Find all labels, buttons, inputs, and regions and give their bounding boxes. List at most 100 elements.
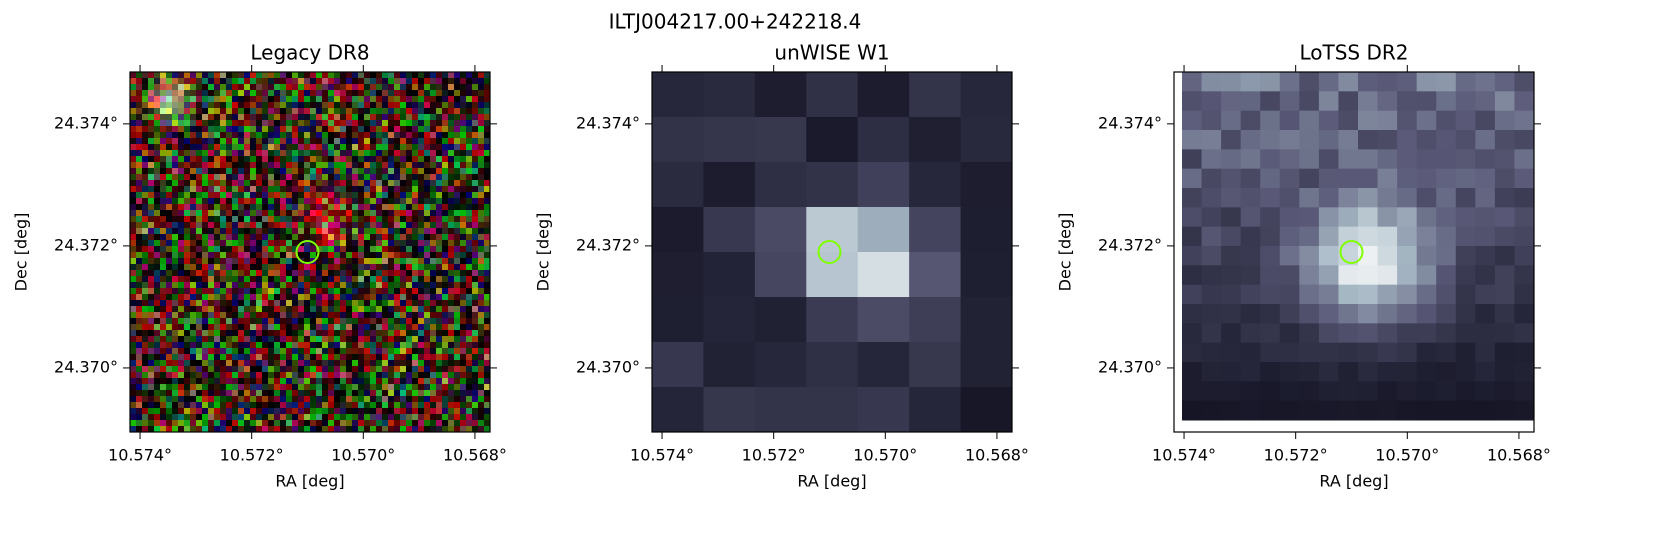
pixel [142,342,149,349]
pixel [1318,342,1339,363]
pixel [430,318,437,325]
pixel [322,90,329,97]
pixel [1279,72,1300,92]
pixel [232,234,239,241]
pixel [154,306,161,313]
pixel [226,126,233,133]
pixel [178,222,185,229]
pixel [244,222,251,229]
pixel [460,300,467,307]
pixel [412,258,419,265]
pixel [310,342,317,349]
pixel [262,240,269,247]
pixel [424,348,431,355]
pixel [1299,304,1320,324]
pixel [280,150,287,157]
pixel [412,282,419,289]
pixel [418,318,425,325]
pixel [454,72,461,79]
pixel [268,270,275,277]
pixel [142,156,149,163]
pixel [478,390,485,397]
pixel [136,282,143,289]
pixel [394,300,401,307]
pixel [346,180,353,187]
pixel [184,126,191,133]
pixel [394,120,401,127]
pixel [418,366,425,373]
pixel [214,270,221,277]
pixel [286,210,293,217]
pixel [268,120,275,127]
pixel [460,192,467,199]
pixel [274,96,281,103]
pixel [202,264,209,271]
pixel [292,414,299,421]
pixel [142,210,149,217]
pixel [268,168,275,175]
pixel [148,138,155,145]
pixel [316,378,323,385]
pixel [316,108,323,115]
pixel [364,408,371,415]
pixel [214,384,221,391]
pixel [322,114,329,121]
pixel [376,102,383,109]
pixel [226,240,233,247]
pixel [430,312,437,319]
pixel [352,336,359,343]
pixel [322,264,329,271]
pixel [472,180,479,187]
pixel [196,324,203,331]
pixel [472,258,479,265]
pixel [352,390,359,397]
pixel [262,402,269,409]
pixel [400,150,407,157]
pixel [442,228,449,235]
pixel [703,117,756,163]
pixel [1182,284,1203,305]
pixel [250,252,257,259]
pixel [412,300,419,307]
pixel [346,78,353,85]
pixel [1455,362,1476,382]
pixel [286,240,293,247]
pixel [220,426,227,433]
pixel [370,288,377,295]
pixel [406,378,413,385]
pixel [346,120,353,127]
pixel [172,270,179,277]
pixel [328,264,335,271]
pixel [298,156,305,163]
pixel [226,372,233,379]
pixel [358,336,365,343]
pixel [322,120,329,127]
pixel [358,132,365,139]
pixel [184,240,191,247]
pixel [376,324,383,331]
pixel [376,396,383,403]
pixel [1182,304,1203,324]
pixel [436,270,443,277]
pixel [160,324,167,331]
pixel [484,354,491,361]
pixel [148,180,155,187]
pixel [478,372,485,379]
pixel [1279,130,1300,150]
pixel [1318,362,1339,382]
pixel [160,312,167,319]
pixel [322,378,329,385]
pixel [436,360,443,367]
pixel [238,294,245,301]
pixel [154,210,161,217]
pixel [262,180,269,187]
pixel [160,216,167,223]
pixel [148,312,155,319]
pixel [334,96,341,103]
pixel [478,276,485,283]
pixel [478,96,485,103]
pixel [214,240,221,247]
pixel [460,156,467,163]
y-tick-label: 24.370° [576,357,640,376]
pixel [394,402,401,409]
